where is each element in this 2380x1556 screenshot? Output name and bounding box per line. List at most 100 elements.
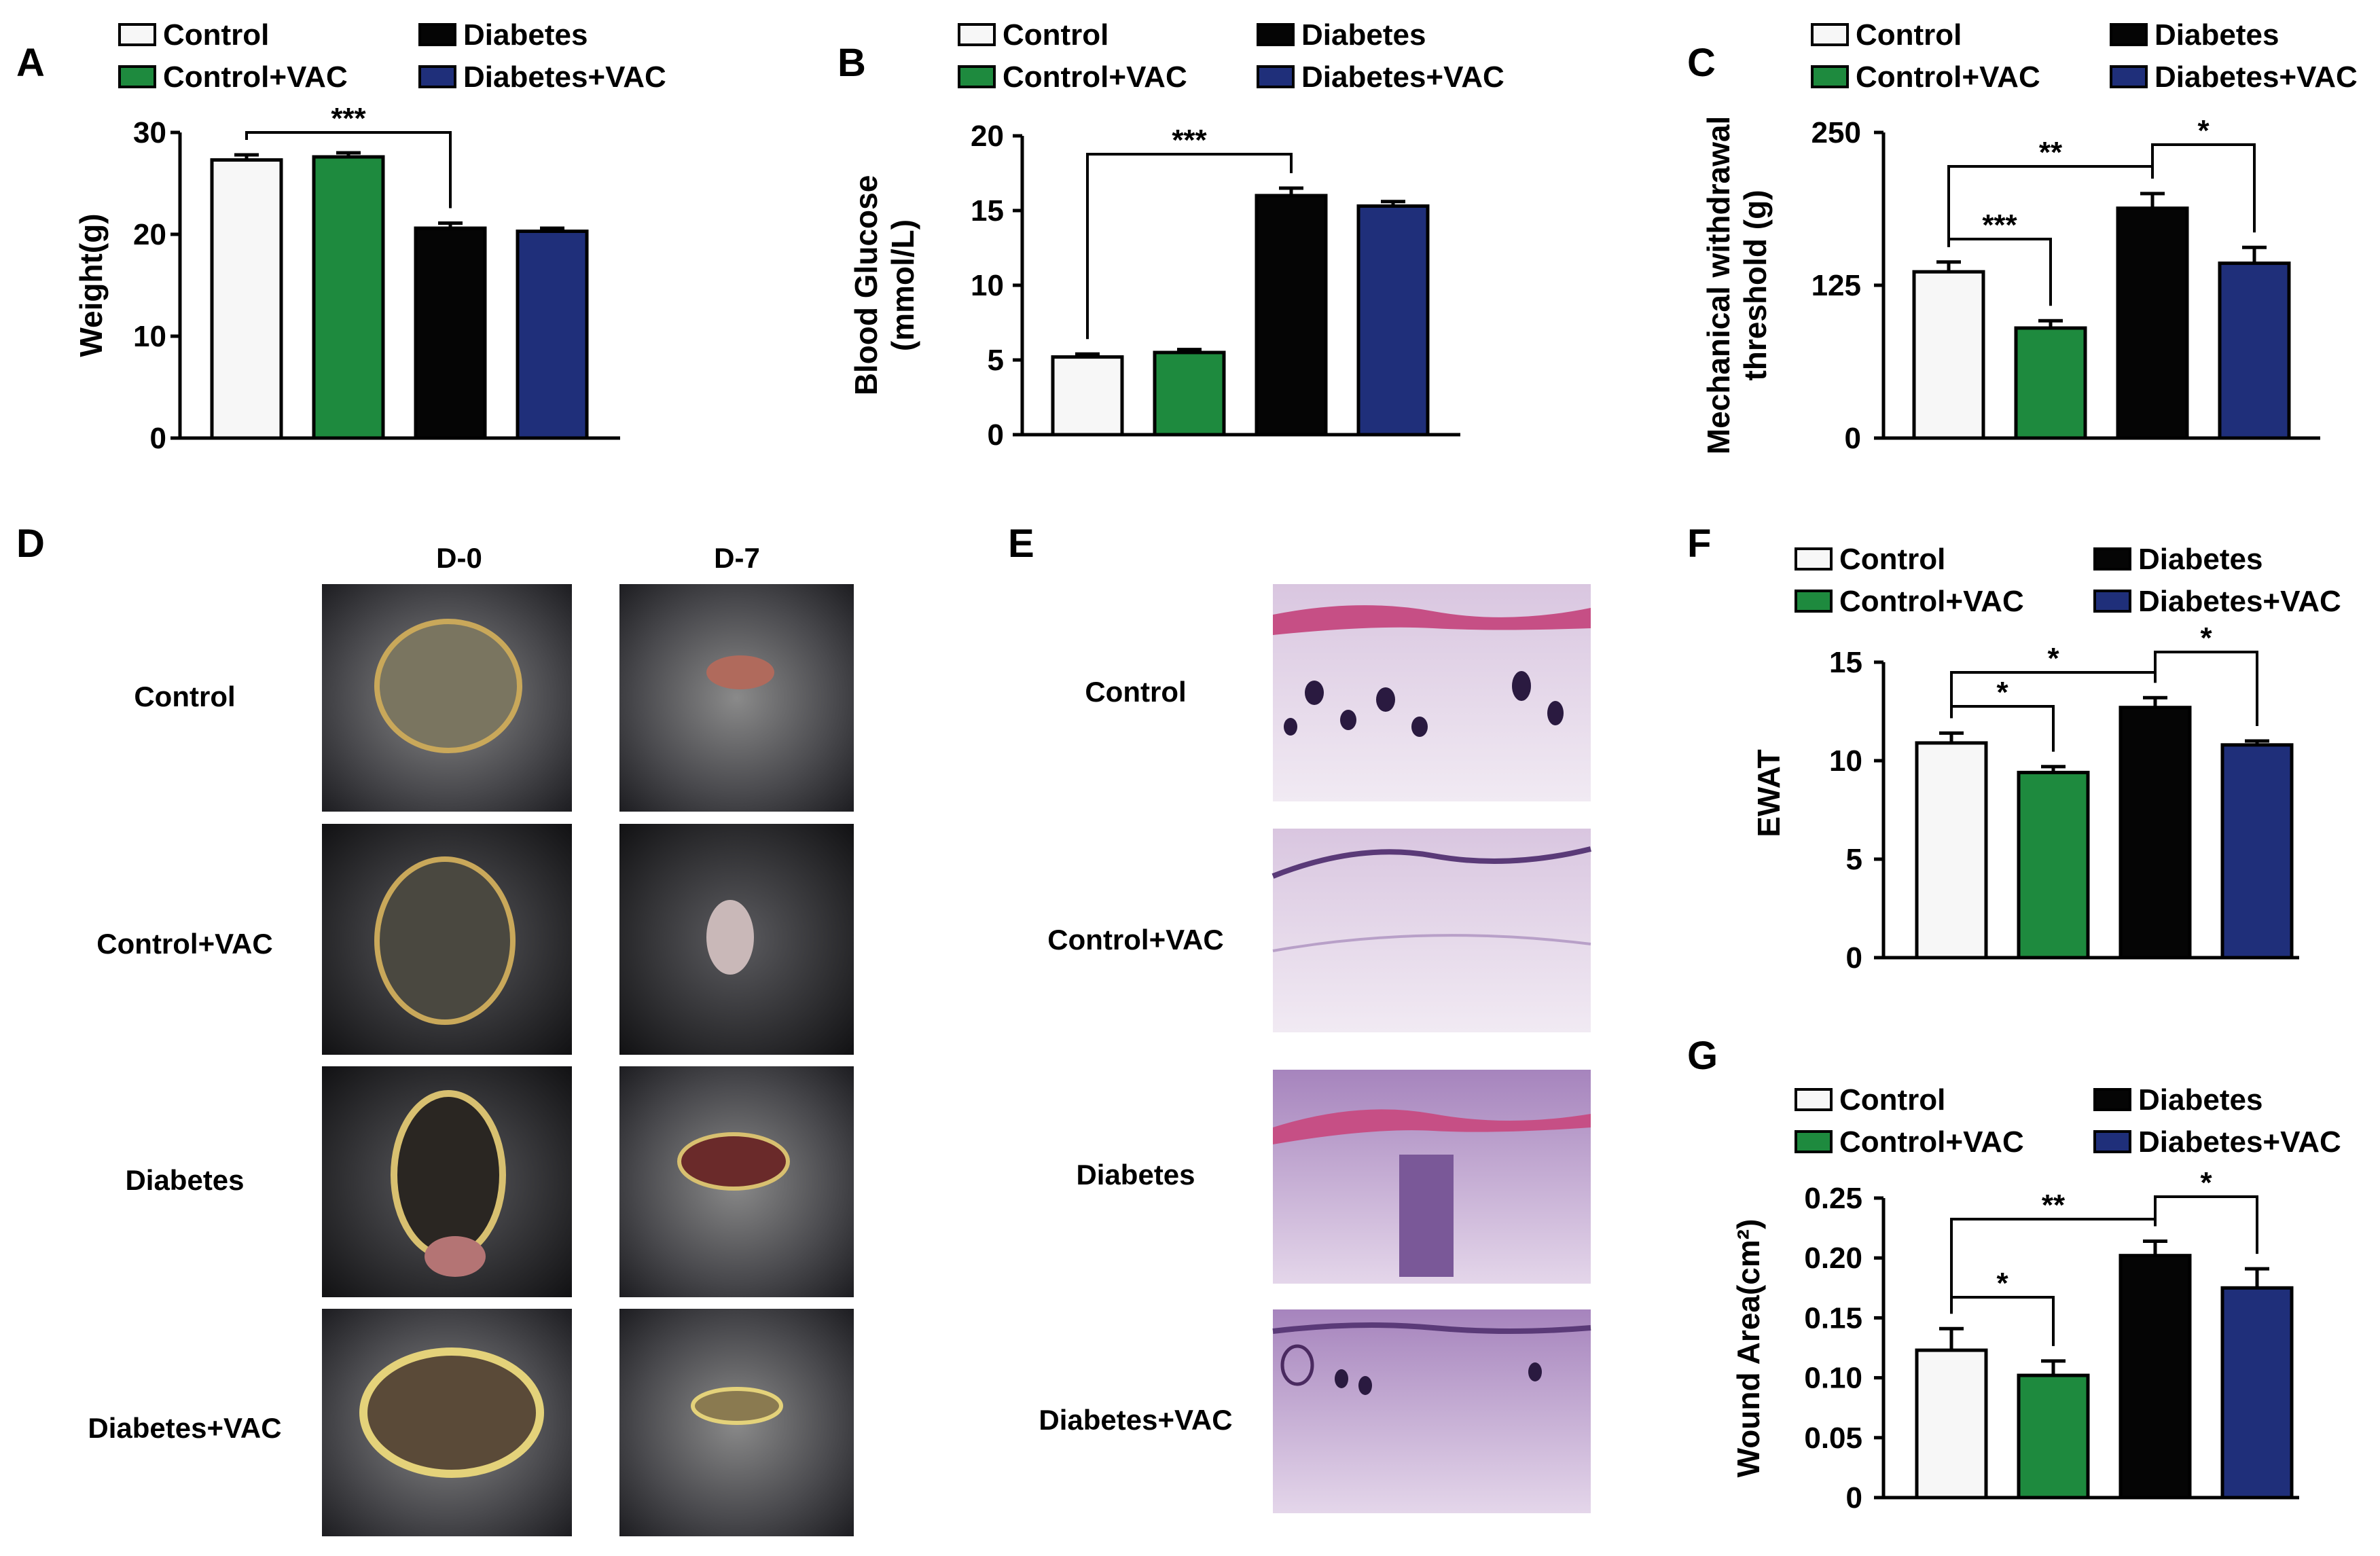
bar-control (1912, 270, 1985, 440)
significance-label: *** (331, 102, 366, 135)
y-axis-title: Weight(g) (73, 213, 109, 357)
bar-diabetes (2116, 206, 2189, 440)
y-axis-title-line: Blood Glucose (848, 175, 884, 396)
row-label-diabetes-vac: Diabetes+VAC (88, 1412, 281, 1444)
significance-bracket (245, 131, 452, 209)
significance-bracket (2154, 1195, 2258, 1254)
y-tick-label: 0.20 (1804, 1242, 1862, 1275)
legend-label-control: Control (1839, 543, 1945, 576)
legend-swatch-control-vac (118, 65, 156, 88)
significance-bracket (2151, 143, 2256, 233)
y-tick-label: 0 (1845, 422, 1861, 455)
histo-label-diabetes: Diabetes (1076, 1159, 1195, 1191)
legend-swatch-diabetes-vac (2093, 590, 2131, 613)
legend-swatch-control-vac (958, 65, 996, 88)
panel-letter-d: D (16, 522, 45, 566)
bar-control (210, 158, 283, 440)
column-label-d0: D-0 (436, 542, 482, 574)
legend-swatch-control (118, 23, 156, 46)
row-label-diabetes: Diabetes (125, 1164, 244, 1196)
bar-control-vac (1153, 350, 1226, 437)
y-tick-label: 15 (971, 194, 1004, 228)
bar-diabetes-vac (2218, 261, 2291, 440)
bar-control-vac (2014, 326, 2087, 440)
legend-label-diabetes: Diabetes (2138, 543, 2262, 576)
legend-label-diabetes: Diabetes (463, 18, 588, 52)
y-tick-label: 15 (1829, 646, 1862, 679)
y-tick-label: 0.10 (1804, 1362, 1862, 1395)
legend-swatch-diabetes (418, 23, 456, 46)
y-axis-title: EWAT (1751, 749, 1786, 837)
panel-e-histology: E Control Control+VAC Diabetes Diabetes+… (1008, 522, 1591, 1513)
panel-g-chart: G Control Diabetes Control+VAC Diabetes+VAC 0… (1687, 1034, 2341, 1515)
histology-image-diabetes-vac (1272, 1309, 1591, 1513)
y-tick-label: 0.05 (1804, 1422, 1862, 1455)
panel-c-chart: C Control Diabetes Control+VAC Diabetes+VAC 0… (1687, 18, 2358, 455)
y-axis-title-line: Wound Area(cm²) (1731, 1219, 1766, 1478)
wound-photo-diabetes-vac-d7 (619, 1309, 854, 1536)
y-tick-label: 250 (1811, 116, 1861, 149)
y-tick-label: 10 (133, 320, 166, 353)
legend-swatch-control-vac (1811, 65, 1849, 88)
bar-diabetes-vac (516, 230, 589, 440)
legend-swatch-control (958, 23, 996, 46)
y-tick-label: 30 (133, 116, 166, 149)
significance-bracket (1086, 153, 1293, 340)
y-axis-title: Blood Glucose(mmol/L) (848, 175, 920, 396)
histo-label-diabetes-vac: Diabetes+VAC (1039, 1404, 1232, 1436)
bar-control (1051, 355, 1124, 437)
legend-label-diabetes: Diabetes (1301, 18, 1426, 52)
legend-label-control-vac: Control+VAC (1839, 585, 2024, 618)
legend-label-diabetes-vac: Diabetes+VAC (2154, 60, 2358, 94)
significance-label: *** (1172, 124, 1207, 157)
legend-swatch-control-vac (1795, 590, 1833, 613)
panel-letter-a: A (16, 41, 45, 85)
legend-label-control-vac: Control+VAC (1856, 60, 2040, 94)
charts-layer: A Control Diabetes Control+VAC Diabetes+VAC 0… (16, 18, 2358, 1515)
bar-diabetes (414, 226, 487, 440)
legend-swatch-control (1795, 1088, 1833, 1111)
legend-label-control: Control (1856, 18, 1962, 52)
y-axis-title-line: EWAT (1751, 749, 1786, 837)
y-tick-label: 5 (988, 344, 1004, 377)
wound-photo-diabetes-d0 (322, 1066, 572, 1297)
y-axis-title: Wound Area(cm²) (1731, 1219, 1766, 1478)
y-tick-label: 10 (971, 269, 1004, 302)
row-label-control-vac: Control+VAC (96, 928, 272, 960)
significance-label: ** (2042, 1189, 2066, 1222)
significance-label: *** (1982, 209, 2017, 242)
wound-photo-diabetes-d7 (619, 1066, 854, 1297)
panel-letter-b: B (837, 41, 866, 85)
bar-control-vac (2017, 1373, 2090, 1500)
legend-label-control: Control (1839, 1083, 1945, 1117)
significance-bracket (1950, 1296, 2055, 1346)
significance-bracket (1947, 238, 2052, 306)
wound-photo-control-vac-d7 (619, 824, 854, 1055)
wound-photo-control-d7 (619, 584, 854, 812)
legend-label-diabetes-vac: Diabetes+VAC (1301, 60, 1504, 94)
y-tick-label: 0.25 (1804, 1182, 1862, 1215)
legend-swatch-control-vac (1795, 1130, 1833, 1153)
panel-letter-c: C (1687, 41, 1716, 85)
legend-swatch-diabetes-vac (2110, 65, 2148, 88)
y-axis-title-line: threshold (g) (1737, 189, 1773, 380)
histology-image-diabetes (1273, 1070, 1591, 1284)
significance-label: * (2197, 114, 2210, 147)
y-tick-label: 0.15 (1804, 1301, 1862, 1335)
y-axis-title: Mechanical withdrawalthreshold (g) (1701, 116, 1773, 454)
significance-bracket (2154, 651, 2258, 726)
legend-label-diabetes-vac: Diabetes+VAC (463, 60, 666, 94)
y-tick-label: 0 (988, 418, 1004, 452)
y-tick-label: 125 (1811, 269, 1861, 302)
significance-label: * (2200, 621, 2212, 655)
panel-a-chart: A Control Diabetes Control+VAC Diabetes+VAC 0… (16, 18, 666, 455)
legend-label-control-vac: Control+VAC (1003, 60, 1187, 94)
wound-photo-control-vac-d0 (322, 824, 572, 1055)
panel-letter-f: F (1687, 522, 1711, 566)
bar-diabetes-vac (2220, 1286, 2294, 1500)
legend-swatch-diabetes (1257, 23, 1295, 46)
legend-label-diabetes: Diabetes (2154, 18, 2279, 52)
y-tick-label: 0 (1846, 941, 1862, 975)
legend-label-control-vac: Control+VAC (163, 60, 348, 94)
y-tick-label: 10 (1829, 744, 1862, 778)
